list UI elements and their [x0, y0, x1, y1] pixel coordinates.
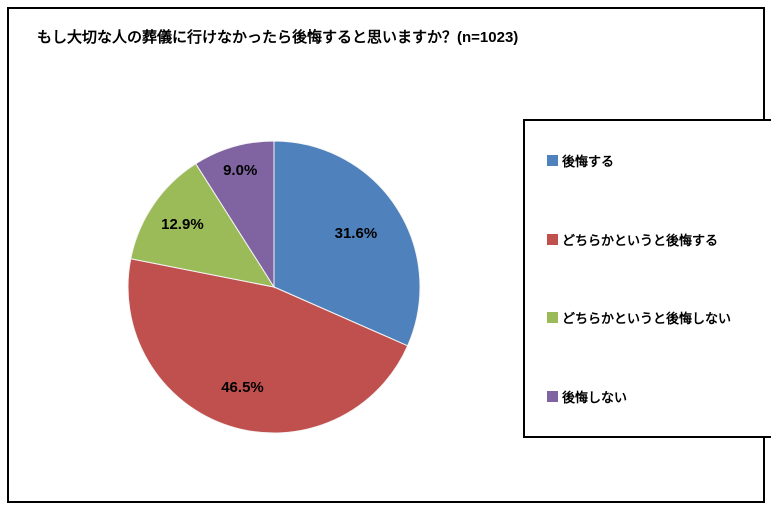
- legend-label: どちらかというと後悔する: [562, 232, 719, 248]
- pie-slice-2: [130, 163, 276, 288]
- chart-frame: もし大切な人の葬儀に行けなかったら後悔すると思いますか？(n=1023) 31.…: [7, 7, 771, 503]
- legend-item: 後悔しない: [547, 387, 771, 406]
- legend-label: 後悔しない: [562, 390, 628, 406]
- pie-slice-label-2: 12.9%: [161, 216, 204, 233]
- pie-slice-3: [195, 140, 275, 289]
- pie-slice-label-1: 46.5%: [221, 379, 264, 396]
- legend-item: 後悔する: [547, 151, 771, 170]
- legend-item: どちらかというと後悔する: [547, 230, 771, 249]
- pie-chart: 31.6% 46.5% 12.9% 9.0%: [127, 140, 421, 434]
- legend-marker-square: [547, 233, 558, 245]
- pie-slice-label-0: 31.6%: [335, 225, 378, 242]
- pie-slice-1: [127, 258, 409, 434]
- pie-slice-0: [273, 140, 421, 347]
- legend-label: どちらかというと後悔しない: [562, 311, 732, 327]
- legend: 後悔する どちらかというと後悔する どちらかというと後悔しない 後悔しない: [523, 119, 771, 438]
- legend-marker-square: [547, 391, 558, 403]
- legend-marker-square: [547, 154, 558, 166]
- pie-slice-label-3: 9.0%: [223, 162, 257, 179]
- chart-title: もし大切な人の葬儀に行けなかったら後悔すると思いますか？(n=1023): [37, 29, 519, 46]
- legend-marker-square: [547, 312, 558, 324]
- legend-label: 後悔する: [562, 153, 615, 169]
- legend-item: どちらかというと後悔しない: [547, 308, 771, 327]
